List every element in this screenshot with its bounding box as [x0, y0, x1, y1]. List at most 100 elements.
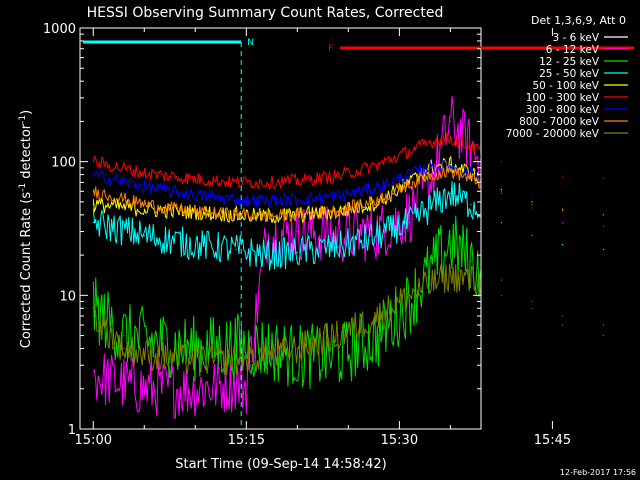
series-7-point [409, 183, 411, 185]
series-3-point [235, 249, 237, 251]
y-axis-label-sup2: -1 [18, 115, 28, 124]
legend-label-2: 12 - 25 keV [539, 56, 600, 68]
series-7 [92, 165, 605, 223]
series-5-point [562, 175, 564, 177]
series-3-point [470, 203, 472, 205]
series-7-point [602, 214, 605, 216]
series-1-point [449, 120, 451, 122]
footer-timestamp: 12-Feb-2017 17:56 [560, 468, 636, 477]
series-1-point [531, 207, 533, 209]
chart-title: HESSI Observing Summary Count Rates, Cor… [87, 5, 444, 21]
series-7-point [235, 214, 237, 216]
series-4-point [449, 164, 451, 166]
series-1-point [92, 375, 94, 377]
series-8-point [123, 347, 125, 350]
series-3-point [602, 249, 605, 251]
legend-label-4: 50 - 100 keV [532, 80, 599, 92]
series-layer [92, 96, 605, 419]
series-6-line [92, 160, 481, 209]
series-5 [92, 132, 605, 191]
series-6-point [562, 201, 564, 203]
series-1-point [602, 225, 605, 227]
y-axis-label: Corrected Count Rate (s-1 detector-1) [18, 110, 34, 348]
legend-label-0: 3 - 6 keV [552, 32, 599, 44]
series-7-line [92, 165, 481, 223]
series-0-point [562, 186, 564, 188]
series-3-point [92, 222, 94, 224]
annotation-layer: NF [83, 38, 635, 429]
legend-label-3: 25 - 50 keV [539, 68, 600, 80]
series-0-point [500, 170, 502, 172]
series-3 [92, 181, 605, 271]
x-tick-label: 15:45 [534, 433, 571, 448]
series-5-point [235, 181, 237, 183]
series-6-point [449, 165, 451, 168]
series-1-point [562, 222, 564, 224]
legend-title: Det 1,3,6,9, Att 0 [531, 14, 626, 27]
series-2-line [92, 215, 481, 389]
series-4-point [531, 201, 533, 203]
series-4-point [500, 188, 502, 190]
series-8 [92, 263, 605, 375]
y-axis-label-sup1: -1 [18, 183, 28, 192]
series-0 [266, 116, 605, 235]
plot-frame [79, 27, 482, 430]
legend-label-1: 6 - 12 keV [546, 44, 600, 56]
x-tick-label: 15:30 [381, 433, 418, 448]
y-tick-label: 1 [68, 423, 76, 438]
legend-label-7: 800 - 7000 keV [519, 116, 600, 128]
series-6-point [235, 199, 237, 201]
series-8-point [92, 315, 94, 317]
series-4-point [562, 208, 564, 210]
legend-label-8: 7000 - 20000 keV [506, 128, 600, 140]
series-3-point [409, 222, 411, 224]
series-8-point [602, 335, 605, 337]
series-1-point [266, 235, 268, 237]
series-3-point [449, 192, 451, 194]
series-2-point [500, 279, 502, 281]
series-8-point [531, 307, 533, 309]
y-axis-label-main: Corrected Count Rate (s [19, 192, 34, 349]
series-8-point [194, 359, 196, 361]
series-5-point [531, 170, 533, 172]
series-3-point [500, 222, 502, 224]
series-6-point [337, 195, 339, 197]
y-tick-label: 1000 [43, 22, 76, 37]
series-8-point [500, 294, 502, 296]
series-8-point [429, 284, 431, 286]
series-6-point [602, 203, 605, 205]
legend-label-6: 300 - 800 keV [526, 104, 600, 116]
series-3-point [429, 207, 431, 209]
series-7-point [562, 210, 564, 212]
series-1-point [500, 190, 502, 192]
axis-layer: 110100100015:0015:1515:3015:4516:0016:15… [43, 22, 571, 448]
series-6-point [92, 174, 94, 176]
series-3-point [337, 246, 339, 248]
series-5-point [602, 177, 605, 179]
series-8-point [266, 355, 268, 357]
flare-label: F [328, 44, 333, 54]
series-3-point [143, 235, 145, 237]
x-tick-label: 15:15 [228, 433, 265, 448]
y-axis-label-end: ) [19, 110, 34, 115]
x-axis-label: Start Time (09-Sep-14 14:58:42) [175, 457, 386, 472]
y-tick-label: 10 [59, 289, 76, 304]
series-3-point [296, 251, 298, 253]
series-6-point [409, 174, 411, 176]
night-label: N [247, 38, 254, 48]
series-7-point [500, 192, 502, 194]
series-1-point [296, 231, 298, 233]
series-2-point [562, 315, 564, 317]
series-8-line [92, 263, 481, 375]
series-6-point [266, 200, 268, 202]
series-0-line [266, 116, 481, 235]
series-2-point [123, 335, 125, 337]
series-5-point [337, 175, 339, 177]
series-5-point [500, 161, 502, 163]
series-7-point [378, 199, 380, 201]
series-0-point [429, 155, 431, 157]
series-6 [92, 160, 605, 209]
series-5-line [92, 132, 481, 191]
